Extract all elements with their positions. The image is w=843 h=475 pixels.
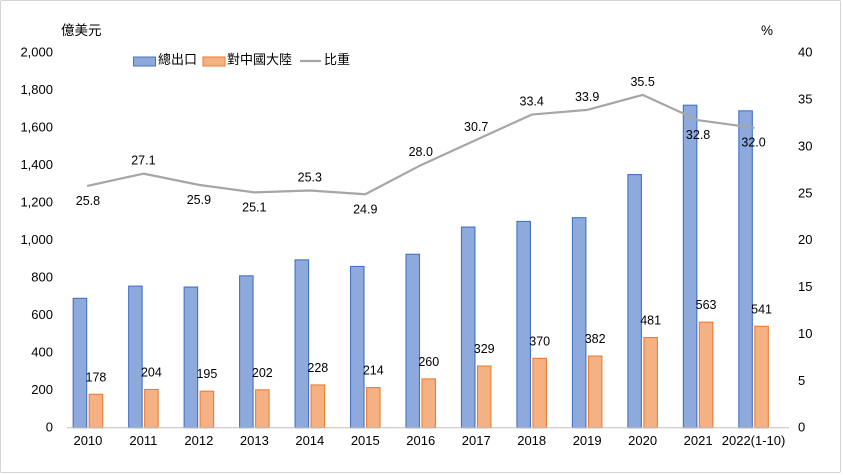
svg-text:195: 195 <box>196 367 217 381</box>
svg-text:32.0: 32.0 <box>741 136 765 150</box>
svg-text:15: 15 <box>798 279 812 294</box>
svg-text:202: 202 <box>252 366 273 380</box>
svg-text:20: 20 <box>798 232 812 247</box>
svg-text:1,200: 1,200 <box>20 195 53 210</box>
svg-text:370: 370 <box>529 334 550 348</box>
svg-text:0: 0 <box>46 420 53 435</box>
svg-text:%: % <box>761 23 773 38</box>
svg-text:400: 400 <box>31 345 53 360</box>
svg-text:25.3: 25.3 <box>298 171 322 185</box>
svg-text:481: 481 <box>640 314 661 328</box>
svg-text:800: 800 <box>31 270 53 285</box>
svg-text:2013: 2013 <box>240 433 269 448</box>
svg-text:35: 35 <box>798 92 812 107</box>
svg-text:2022(1-10): 2022(1-10) <box>722 433 786 448</box>
svg-text:2019: 2019 <box>573 433 602 448</box>
svg-text:2017: 2017 <box>462 433 491 448</box>
svg-text:33.9: 33.9 <box>575 90 599 104</box>
svg-text:1,400: 1,400 <box>20 157 53 172</box>
svg-text:比重: 比重 <box>324 52 350 67</box>
svg-text:214: 214 <box>363 364 384 378</box>
svg-text:24.9: 24.9 <box>353 202 377 216</box>
svg-text:600: 600 <box>31 307 53 322</box>
svg-text:2010: 2010 <box>73 433 102 448</box>
svg-text:563: 563 <box>696 298 717 312</box>
svg-text:2011: 2011 <box>129 433 157 448</box>
svg-text:25.1: 25.1 <box>242 200 266 214</box>
svg-text:260: 260 <box>418 355 439 369</box>
svg-text:1,000: 1,000 <box>20 232 53 247</box>
svg-text:382: 382 <box>585 332 606 346</box>
svg-text:總出口: 總出口 <box>158 52 197 67</box>
svg-text:2015: 2015 <box>351 433 380 448</box>
svg-text:30: 30 <box>798 138 812 153</box>
svg-text:32.8: 32.8 <box>686 128 710 142</box>
svg-text:25: 25 <box>798 185 812 200</box>
svg-text:329: 329 <box>474 342 495 356</box>
svg-text:2012: 2012 <box>184 433 213 448</box>
svg-text:33.4: 33.4 <box>520 95 544 109</box>
svg-text:30.7: 30.7 <box>464 120 488 134</box>
svg-text:對中國大陸: 對中國大陸 <box>227 52 292 67</box>
svg-text:5: 5 <box>798 373 805 388</box>
svg-text:0: 0 <box>798 420 805 435</box>
svg-text:2016: 2016 <box>406 433 435 448</box>
svg-text:25.9: 25.9 <box>187 193 211 207</box>
svg-text:1,800: 1,800 <box>20 82 53 97</box>
svg-text:200: 200 <box>31 382 53 397</box>
svg-text:2021: 2021 <box>684 433 713 448</box>
svg-text:2018: 2018 <box>517 433 546 448</box>
svg-text:204: 204 <box>141 365 162 379</box>
svg-text:2020: 2020 <box>628 433 657 448</box>
svg-text:228: 228 <box>307 361 328 375</box>
svg-text:35.5: 35.5 <box>630 75 654 89</box>
svg-text:10: 10 <box>798 326 812 341</box>
svg-text:40: 40 <box>798 45 812 60</box>
svg-text:1,600: 1,600 <box>20 120 53 135</box>
svg-text:2014: 2014 <box>295 433 324 448</box>
svg-text:28.0: 28.0 <box>409 145 433 159</box>
svg-text:27.1: 27.1 <box>131 154 155 168</box>
svg-text:178: 178 <box>86 370 107 384</box>
svg-text:25.8: 25.8 <box>76 194 100 208</box>
svg-text:2,000: 2,000 <box>20 45 53 60</box>
svg-text:億美元: 億美元 <box>61 23 102 38</box>
svg-text:541: 541 <box>751 302 772 316</box>
